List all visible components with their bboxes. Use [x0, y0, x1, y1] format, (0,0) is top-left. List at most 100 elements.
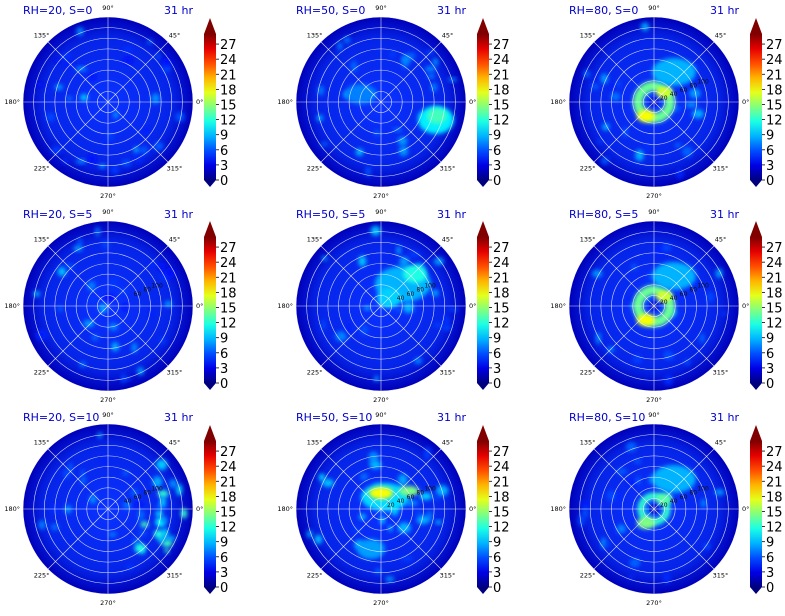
- angle-tick-label: 180°: [550, 505, 566, 513]
- colorbar-tick-label: 18: [220, 83, 237, 98]
- radial-tick-label: 100: [697, 486, 709, 493]
- field-blob: [88, 294, 96, 304]
- field-blob: [427, 74, 436, 79]
- radial-tick-label: 80: [689, 287, 697, 294]
- angle-tick-label: 45°: [442, 32, 454, 40]
- field-blob: [164, 548, 170, 554]
- field-blob: [148, 262, 158, 268]
- colorbar-tick-label: 3: [220, 362, 228, 377]
- angle-tick-label: 0°: [469, 98, 476, 106]
- colorbar-tick-label: 15: [766, 301, 783, 316]
- angle-tick-label: 315°: [440, 164, 456, 172]
- angle-tick-label: 180°: [277, 505, 293, 513]
- angle-tick-label: 270°: [646, 396, 662, 404]
- angular-gridline: [380, 448, 442, 510]
- colorbar-tick-label: 6: [766, 347, 774, 362]
- panel-title: RH=80, S=5: [569, 208, 638, 221]
- field-blob: [321, 319, 326, 331]
- colorbar-extend-top: [750, 425, 762, 441]
- field-blob: [443, 315, 450, 328]
- field-blob: [616, 80, 621, 88]
- panel-time-label: 31 hr: [710, 411, 739, 424]
- field-blob: [601, 537, 607, 549]
- radial-tick-label: 40: [670, 91, 678, 98]
- field-blob: [57, 266, 67, 277]
- colorbar-tick-label: 21: [493, 475, 510, 490]
- colorbar-extend-top: [204, 221, 216, 237]
- colorbar-tick-label: 27: [493, 241, 510, 256]
- field-blob: [441, 325, 452, 331]
- field-blob: [76, 27, 84, 36]
- colorbar-tick-label: 12: [220, 317, 237, 332]
- angle-tick-label: 180°: [277, 98, 293, 106]
- field-blob: [318, 473, 326, 482]
- colorbar-tick-label: 18: [766, 286, 783, 301]
- radial-tick-label: 40: [124, 498, 132, 505]
- field-blob: [714, 489, 725, 496]
- field-blob: [54, 84, 63, 91]
- angle-tick-label: 90°: [648, 208, 660, 216]
- angle-tick-label: 135°: [307, 439, 323, 447]
- field-blob: [374, 130, 380, 136]
- colorbar-tick-label: 21: [493, 271, 510, 286]
- panel-time-label: 31 hr: [437, 208, 466, 221]
- colorbar-scale: [477, 34, 489, 180]
- angle-tick-label: 315°: [440, 571, 456, 579]
- colorbar-tick-label: 27: [220, 38, 237, 53]
- field-blob: [706, 291, 715, 303]
- polar-panel: 90° 45° 0° 315° 270° 225° 180° 135° RH=20, S=0 31…: [4, 4, 203, 200]
- field-blob: [581, 500, 590, 509]
- field-blob: [375, 568, 382, 575]
- field-blob: [396, 245, 401, 255]
- colorbar-tick-label: 24: [493, 460, 510, 475]
- angular-gridline: [653, 305, 715, 367]
- panel-time-label: 31 hr: [164, 208, 193, 221]
- field-blob: [355, 148, 364, 156]
- colorbar-tick-label: 18: [493, 286, 510, 301]
- colorbar-extend-bottom: [477, 180, 489, 187]
- angular-gridline: [593, 448, 655, 510]
- field-blob: [88, 73, 97, 80]
- field-blob: [689, 88, 701, 99]
- angle-tick-label: 90°: [375, 208, 387, 216]
- field-blob: [363, 305, 371, 311]
- panel-time-label: 31 hr: [164, 411, 193, 424]
- colorbar-tick-label: 18: [220, 286, 237, 301]
- field-blob: [600, 73, 608, 84]
- field-blob: [155, 510, 164, 518]
- colorbar-tick-label: 24: [220, 256, 237, 271]
- angle-tick-label: 45°: [442, 439, 454, 447]
- angle-tick-label: 90°: [648, 4, 660, 12]
- field-blob: [140, 521, 149, 528]
- angle-tick-label: 180°: [550, 302, 566, 310]
- radial-tick-label: 100: [151, 486, 163, 493]
- field-blob: [38, 520, 46, 530]
- angle-tick-label: 90°: [102, 208, 114, 216]
- field-blob: [390, 49, 396, 59]
- colorbar-tick-label: 3: [766, 159, 774, 174]
- angular-gridline: [47, 448, 109, 510]
- field-blob: [50, 146, 62, 154]
- field-blob: [134, 543, 146, 554]
- colorbar-tick-label: 12: [493, 317, 510, 332]
- angular-gridline: [47, 305, 109, 367]
- angle-tick-label: 135°: [34, 439, 50, 447]
- colorbar-extend-bottom: [750, 180, 762, 187]
- radial-tick-label: 100: [151, 283, 163, 290]
- colorbar-scale: [204, 34, 216, 180]
- colorbar-tick-label: 27: [220, 241, 237, 256]
- angular-gridline: [380, 41, 442, 103]
- field-blob: [447, 307, 459, 312]
- angular-gridline: [47, 245, 109, 307]
- panel-title: RH=20, S=5: [23, 208, 92, 221]
- field-blob: [399, 256, 410, 267]
- field-blob: [433, 322, 443, 328]
- rainband-core: [403, 265, 427, 283]
- field-blob: [399, 486, 419, 496]
- intensity-field: [316, 36, 458, 177]
- colorbar-tick-label: 27: [493, 38, 510, 53]
- outer-band: [652, 465, 696, 493]
